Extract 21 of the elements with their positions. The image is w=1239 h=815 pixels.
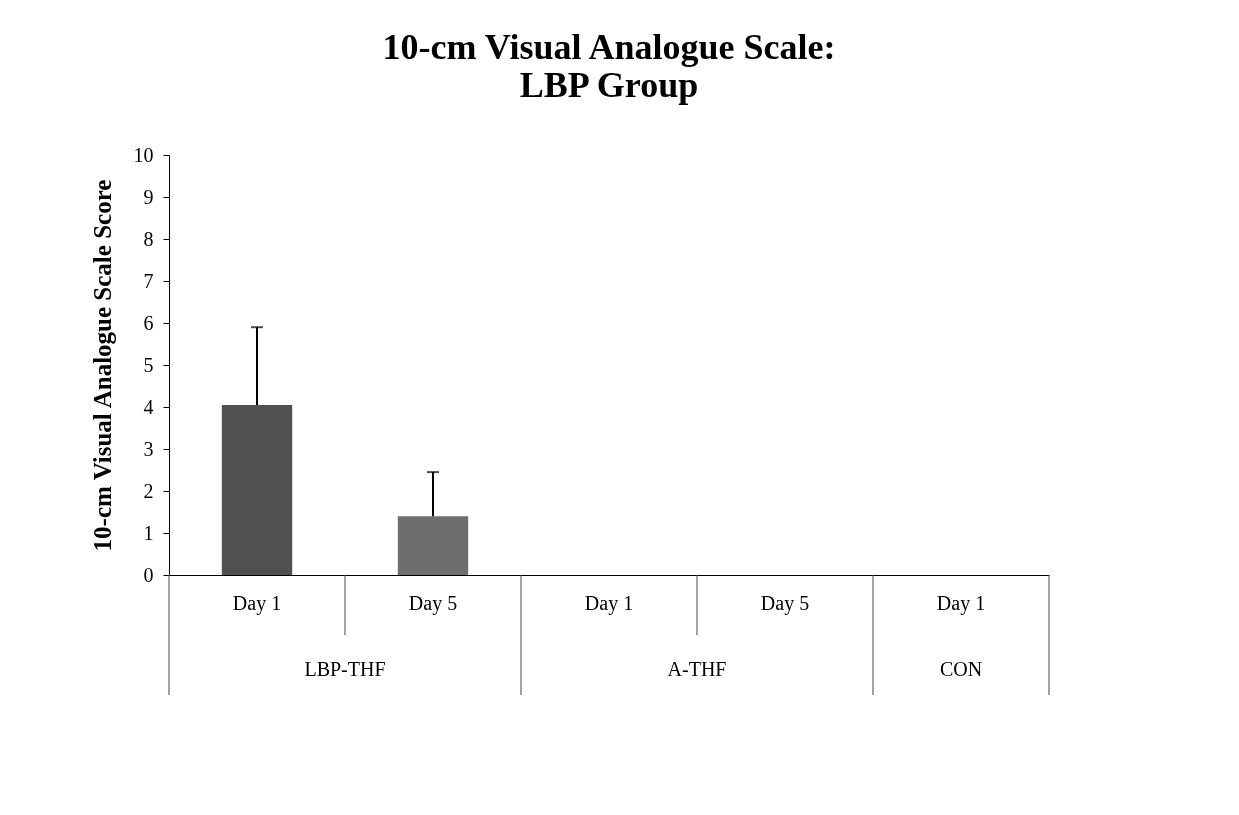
text: LBP-THF bbox=[304, 658, 386, 680]
y-tick-label: 5 bbox=[143, 353, 154, 376]
y-tick-label: 8 bbox=[143, 227, 154, 250]
y-tick-label: 7 bbox=[143, 269, 154, 292]
y-tick-label: 10 bbox=[133, 143, 154, 166]
y-tick-label: 2 bbox=[143, 479, 154, 502]
y-tick-label: 9 bbox=[143, 185, 154, 208]
y-tick-label: 3 bbox=[143, 437, 154, 460]
y-tick-label: 4 bbox=[143, 395, 154, 418]
y-tick-label: 6 bbox=[143, 311, 154, 334]
chart-title: 10-cm Visual Analogue Scale: LBP Group bbox=[382, 27, 836, 105]
x-tick-label: Day 1 bbox=[584, 591, 634, 615]
text: A-THF bbox=[667, 658, 727, 680]
text: CON bbox=[939, 658, 983, 680]
x-tick-label: Day 5 bbox=[408, 591, 458, 615]
y-tick-label: 0 bbox=[143, 563, 154, 586]
x-tick-label: Day 1 bbox=[232, 591, 282, 615]
y-tick-label: 1 bbox=[143, 521, 154, 544]
y-axis-title: 10-cm Visual Analogue Scale Score bbox=[88, 179, 116, 552]
x-tick-label: Day 5 bbox=[760, 591, 810, 615]
x-tick-label: Day 1 bbox=[936, 591, 986, 615]
